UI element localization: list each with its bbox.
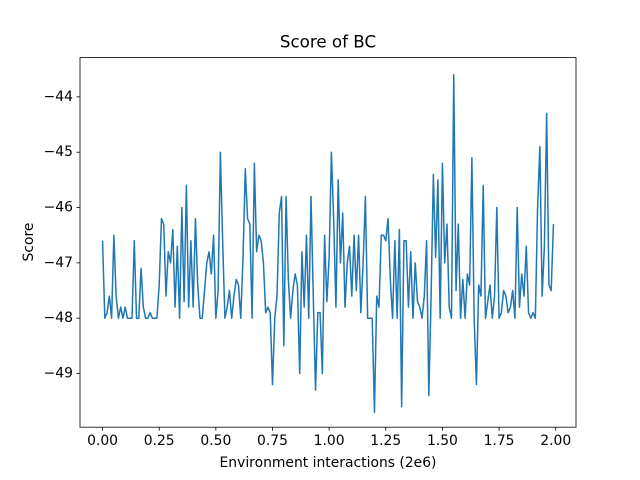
y-tick-label: −48: [44, 310, 73, 326]
y-tick-label: −47: [44, 255, 73, 271]
x-tick-label: 1.25: [370, 433, 401, 449]
x-tick-label: 1.50: [427, 433, 458, 449]
y-axis-label: Score: [21, 223, 37, 262]
y-tick-label: −49: [44, 366, 73, 382]
x-tick-label: 0.00: [87, 433, 118, 449]
x-tick-label: 1.75: [484, 433, 515, 449]
x-tick-label: 0.75: [257, 433, 288, 449]
chart-title: Score of BC: [280, 32, 376, 52]
y-tick-label: −44: [44, 89, 73, 105]
axes-frame: [79, 57, 577, 428]
data-line: [101, 74, 555, 414]
x-tick-label: 1.00: [314, 433, 345, 449]
y-tick-label: −45: [44, 144, 73, 160]
x-axis-label: Environment interactions (2e6): [220, 455, 437, 471]
x-tick-label: 2.00: [540, 433, 571, 449]
x-tick-label: 0.50: [200, 433, 231, 449]
x-tick-label: 0.25: [144, 433, 175, 449]
y-tick-label: −46: [44, 200, 73, 216]
